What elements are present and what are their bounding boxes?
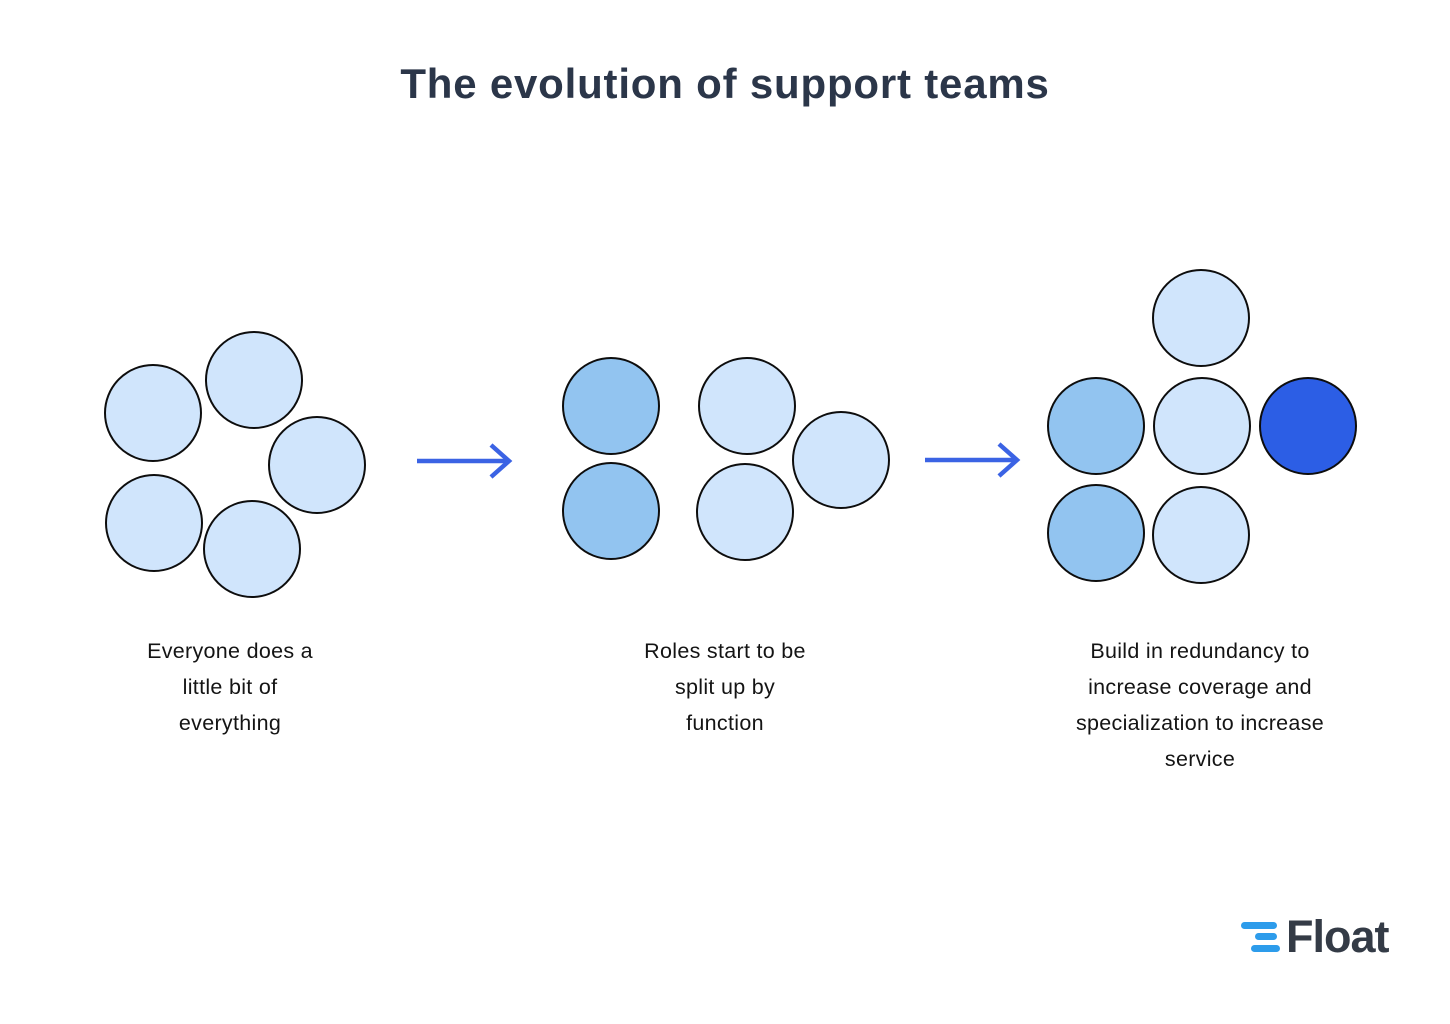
stage-1-circle-cluster [104, 331, 366, 598]
caption-line: split up by [674, 675, 776, 699]
caption-line: Build in redundancy to [1090, 639, 1310, 663]
team-member-circle-light [104, 364, 202, 462]
stage-2-caption: Roles start to be split up by function [550, 633, 900, 741]
stage-1-caption: Everyone does a little bit of everything [55, 633, 405, 741]
team-member-circle-light [1153, 377, 1251, 475]
arrow-head-icon [489, 443, 513, 479]
logo-bar-icon [1241, 921, 1277, 929]
caption-line: service [1164, 747, 1236, 771]
caption-line: everything [178, 711, 282, 735]
team-member-circle-light [696, 463, 794, 561]
team-member-circle-medium [1047, 484, 1145, 582]
team-member-circle-light [205, 331, 303, 429]
team-member-circle-light [105, 474, 203, 572]
team-member-circle-medium [1047, 377, 1145, 475]
team-member-circle-light [792, 411, 890, 509]
logo-bar-icon [1255, 932, 1277, 940]
team-member-circle-light [268, 416, 366, 514]
caption-line: little bit of [182, 675, 278, 699]
team-member-circle-light [1152, 269, 1250, 367]
team-member-circle-medium [562, 462, 660, 560]
team-member-circle-light [698, 357, 796, 455]
caption-line: function [686, 711, 764, 735]
team-member-circle-medium [562, 357, 660, 455]
float-logo-icon [1238, 920, 1280, 954]
team-member-circle-dark [1259, 377, 1357, 475]
stage-transition-arrows [417, 442, 1021, 479]
stage-2-circle-cluster [562, 357, 890, 561]
caption-line: Roles start to be [644, 639, 806, 663]
stage-3-caption: Build in redundancy to increase coverage… [1025, 633, 1375, 777]
arrow-head-icon [997, 442, 1021, 478]
stage-3-circle-cluster [1047, 269, 1357, 584]
float-logo: Float [1238, 914, 1389, 959]
team-member-circle-light [203, 500, 301, 598]
float-logo-text: Float [1286, 911, 1389, 962]
caption-line: Everyone does a [147, 639, 313, 663]
page-title: The evolution of support teams [400, 60, 1050, 107]
caption-line: increase coverage and [1088, 675, 1312, 699]
logo-bar-icon [1251, 944, 1280, 952]
team-member-circle-light [1152, 486, 1250, 584]
caption-line: specialization to increase [1075, 711, 1325, 735]
